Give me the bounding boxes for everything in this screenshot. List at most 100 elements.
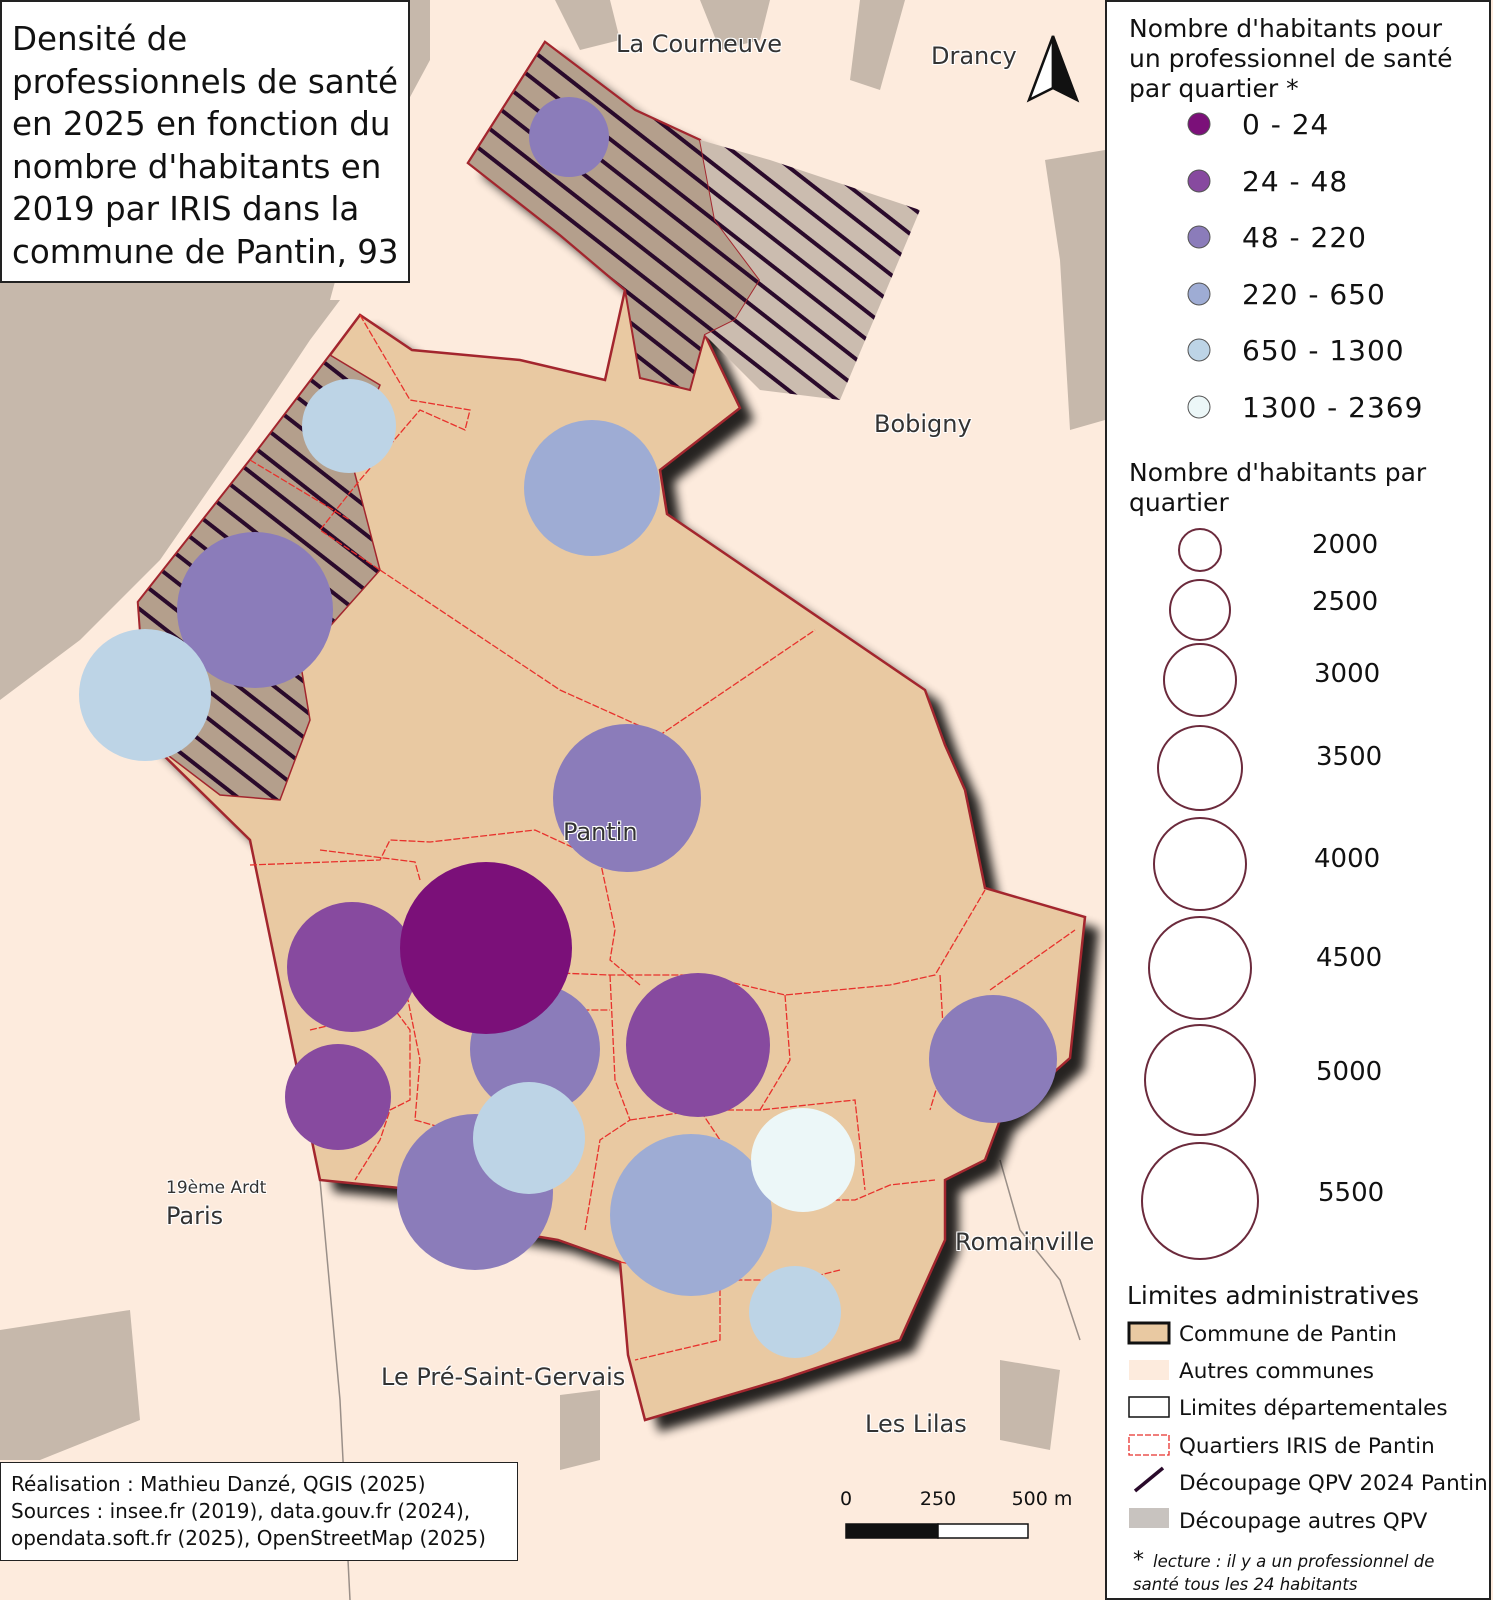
scale-bar-light-segment [937,1523,1029,1539]
iris-line-16 [634,1280,721,1361]
legend-size-label: 4500 [1316,943,1383,973]
place-pantin: Pantin [563,818,638,846]
qpv-area-north [555,0,620,50]
iris-line-12 [700,1099,866,1191]
legend-swatch-1300-2369 [1187,395,1211,419]
legend-dept-swatch [1128,1396,1170,1418]
qpv-area-south [560,1390,600,1470]
iris-line-4 [249,829,641,986]
map-title-box: Densité de professionnels de santé en 20… [0,0,410,283]
legend-population-title-line: Nombre d'habitants par [1129,458,1427,487]
legend-autres-swatch [1129,1360,1169,1380]
iris-line-3 [379,569,816,736]
legend-size-4000 [1153,817,1247,911]
scale-label-500: 500 m [1012,1488,1073,1510]
legend-class-label: 48 - 220 [1242,221,1367,254]
legend-size-2500 [1169,579,1231,641]
legend-swatch-220-650 [1187,282,1211,306]
legend-size-label: 5500 [1318,1178,1385,1208]
road-east [999,1159,1081,1341]
place-paris: Paris [166,1202,224,1230]
place-romainville: Romainville [955,1228,1095,1256]
legend-size-symbols [1141,528,1259,1260]
map-canvas: 0 250 500 m [0,0,1105,1600]
legend-size-4500 [1148,916,1252,1020]
legend-admin-title: Limites administratives [1127,1281,1419,1310]
symbol-iris-south-5 [610,1134,772,1296]
legend-class-label: 0 - 24 [1242,108,1330,141]
legend-density-swatches [1187,112,1211,419]
legend-size-5000 [1144,1024,1256,1136]
legend-size-2000 [1178,528,1222,572]
scale-label-250: 250 [920,1488,956,1510]
symbol-iris-south-4 [473,1082,585,1194]
iris-line-1 [319,314,471,571]
scale-label-0: 0 [840,1488,852,1510]
legend-note-line: lecture : il y a un professionnel de [1153,1552,1435,1571]
qpv-area-south-east [1000,1360,1060,1450]
north-arrow-icon [1026,35,1080,103]
symbol-iris-north-west [302,379,396,473]
legend-size-label: 4000 [1314,844,1381,874]
symbol-iris-max-density [400,862,572,1034]
legend-size-label: 3500 [1316,742,1383,772]
credit-line: Réalisation : Mathieu Danzé, QGIS (2025) [11,1472,426,1496]
map-title-line: commune de Pantin, 93 [12,232,399,271]
legend-class-label: 24 - 48 [1242,165,1349,198]
place-19eme-ardt: 19ème Ardt [166,1178,267,1198]
legend-admin-symbols [1127,1321,1171,1528]
symbol-iris-south-7 [749,1266,841,1358]
legend-size-label: 2000 [1312,530,1379,560]
legend-size-5500 [1141,1142,1259,1260]
legend-swatch-0-24 [1187,112,1211,136]
legend-size-label: 2500 [1312,587,1379,617]
legend-class-label: 1300 - 2369 [1242,391,1424,424]
density-symbols [79,97,1057,1358]
iris-boundaries [249,314,1076,1361]
iris-line-11 [629,1109,936,1201]
qpv-zone-bobigny [700,140,920,400]
symbol-iris-quatre-chemins [177,532,333,688]
legend-admin-label: Découpage QPV 2024 Pantin [1179,1471,1488,1496]
place-pre-saint-gervais: Le Pré-Saint-Gervais [381,1363,626,1391]
credits-box: Réalisation : Mathieu Danzé, QGIS (2025)… [0,1462,518,1561]
symbol-iris-west [79,629,211,761]
legend-autres-qpv-swatch [1129,1508,1169,1528]
qpv-area-east [1045,150,1105,430]
legend-size-label: 5000 [1316,1057,1383,1087]
legend-admin-label: Limites départementales [1179,1396,1448,1421]
qpv-area-north-2 [700,0,770,50]
qpv-area-south-west [0,1310,140,1460]
legend-class-label: 650 - 1300 [1242,334,1405,367]
iris-line-2 [249,459,351,521]
legend-size-3000 [1163,643,1237,717]
iris-line-8 [399,959,451,1131]
symbol-iris-south-2 [626,973,770,1117]
qpv-area-drancy [850,0,905,90]
map-title-line: 2019 par IRIS dans la [12,190,360,228]
credit-line: opendata.soft.fr (2025), OpenStreetMap (… [11,1526,486,1550]
iris-line-13 [759,994,791,1111]
symbol-iris-courneuve [529,97,609,177]
legend-class-label: 220 - 650 [1242,278,1386,311]
legend-admin-label: Autres communes [1179,1359,1374,1384]
legend-note-line: santé tous les 24 habitants [1133,1575,1358,1594]
legend-population-title-line: quartier [1129,488,1229,517]
symbol-iris-east [929,995,1057,1123]
legend-admin-label: Commune de Pantin [1179,1322,1397,1347]
map-title-line: en 2025 en fonction du [12,105,391,143]
symbol-iris-north [524,420,660,556]
legend-admin-label: Découpage autres QPV [1179,1509,1428,1534]
legend-density-title-line: un professionnel de santé [1129,44,1453,73]
legend-swatch-48-220 [1187,225,1211,249]
place-drancy: Drancy [931,42,1017,70]
symbol-iris-south-west-2 [285,1044,391,1150]
legend-size-label: 3000 [1314,659,1381,689]
scale-bar: 0 250 500 m [840,1488,1073,1539]
place-bobigny: Bobigny [874,410,972,438]
scale-bar-dark-segment [845,1523,939,1539]
legend-qpv-swatch [1133,1466,1165,1493]
map-title-line: professionnels de santé [12,62,399,101]
legend-commune-swatch [1127,1321,1171,1345]
